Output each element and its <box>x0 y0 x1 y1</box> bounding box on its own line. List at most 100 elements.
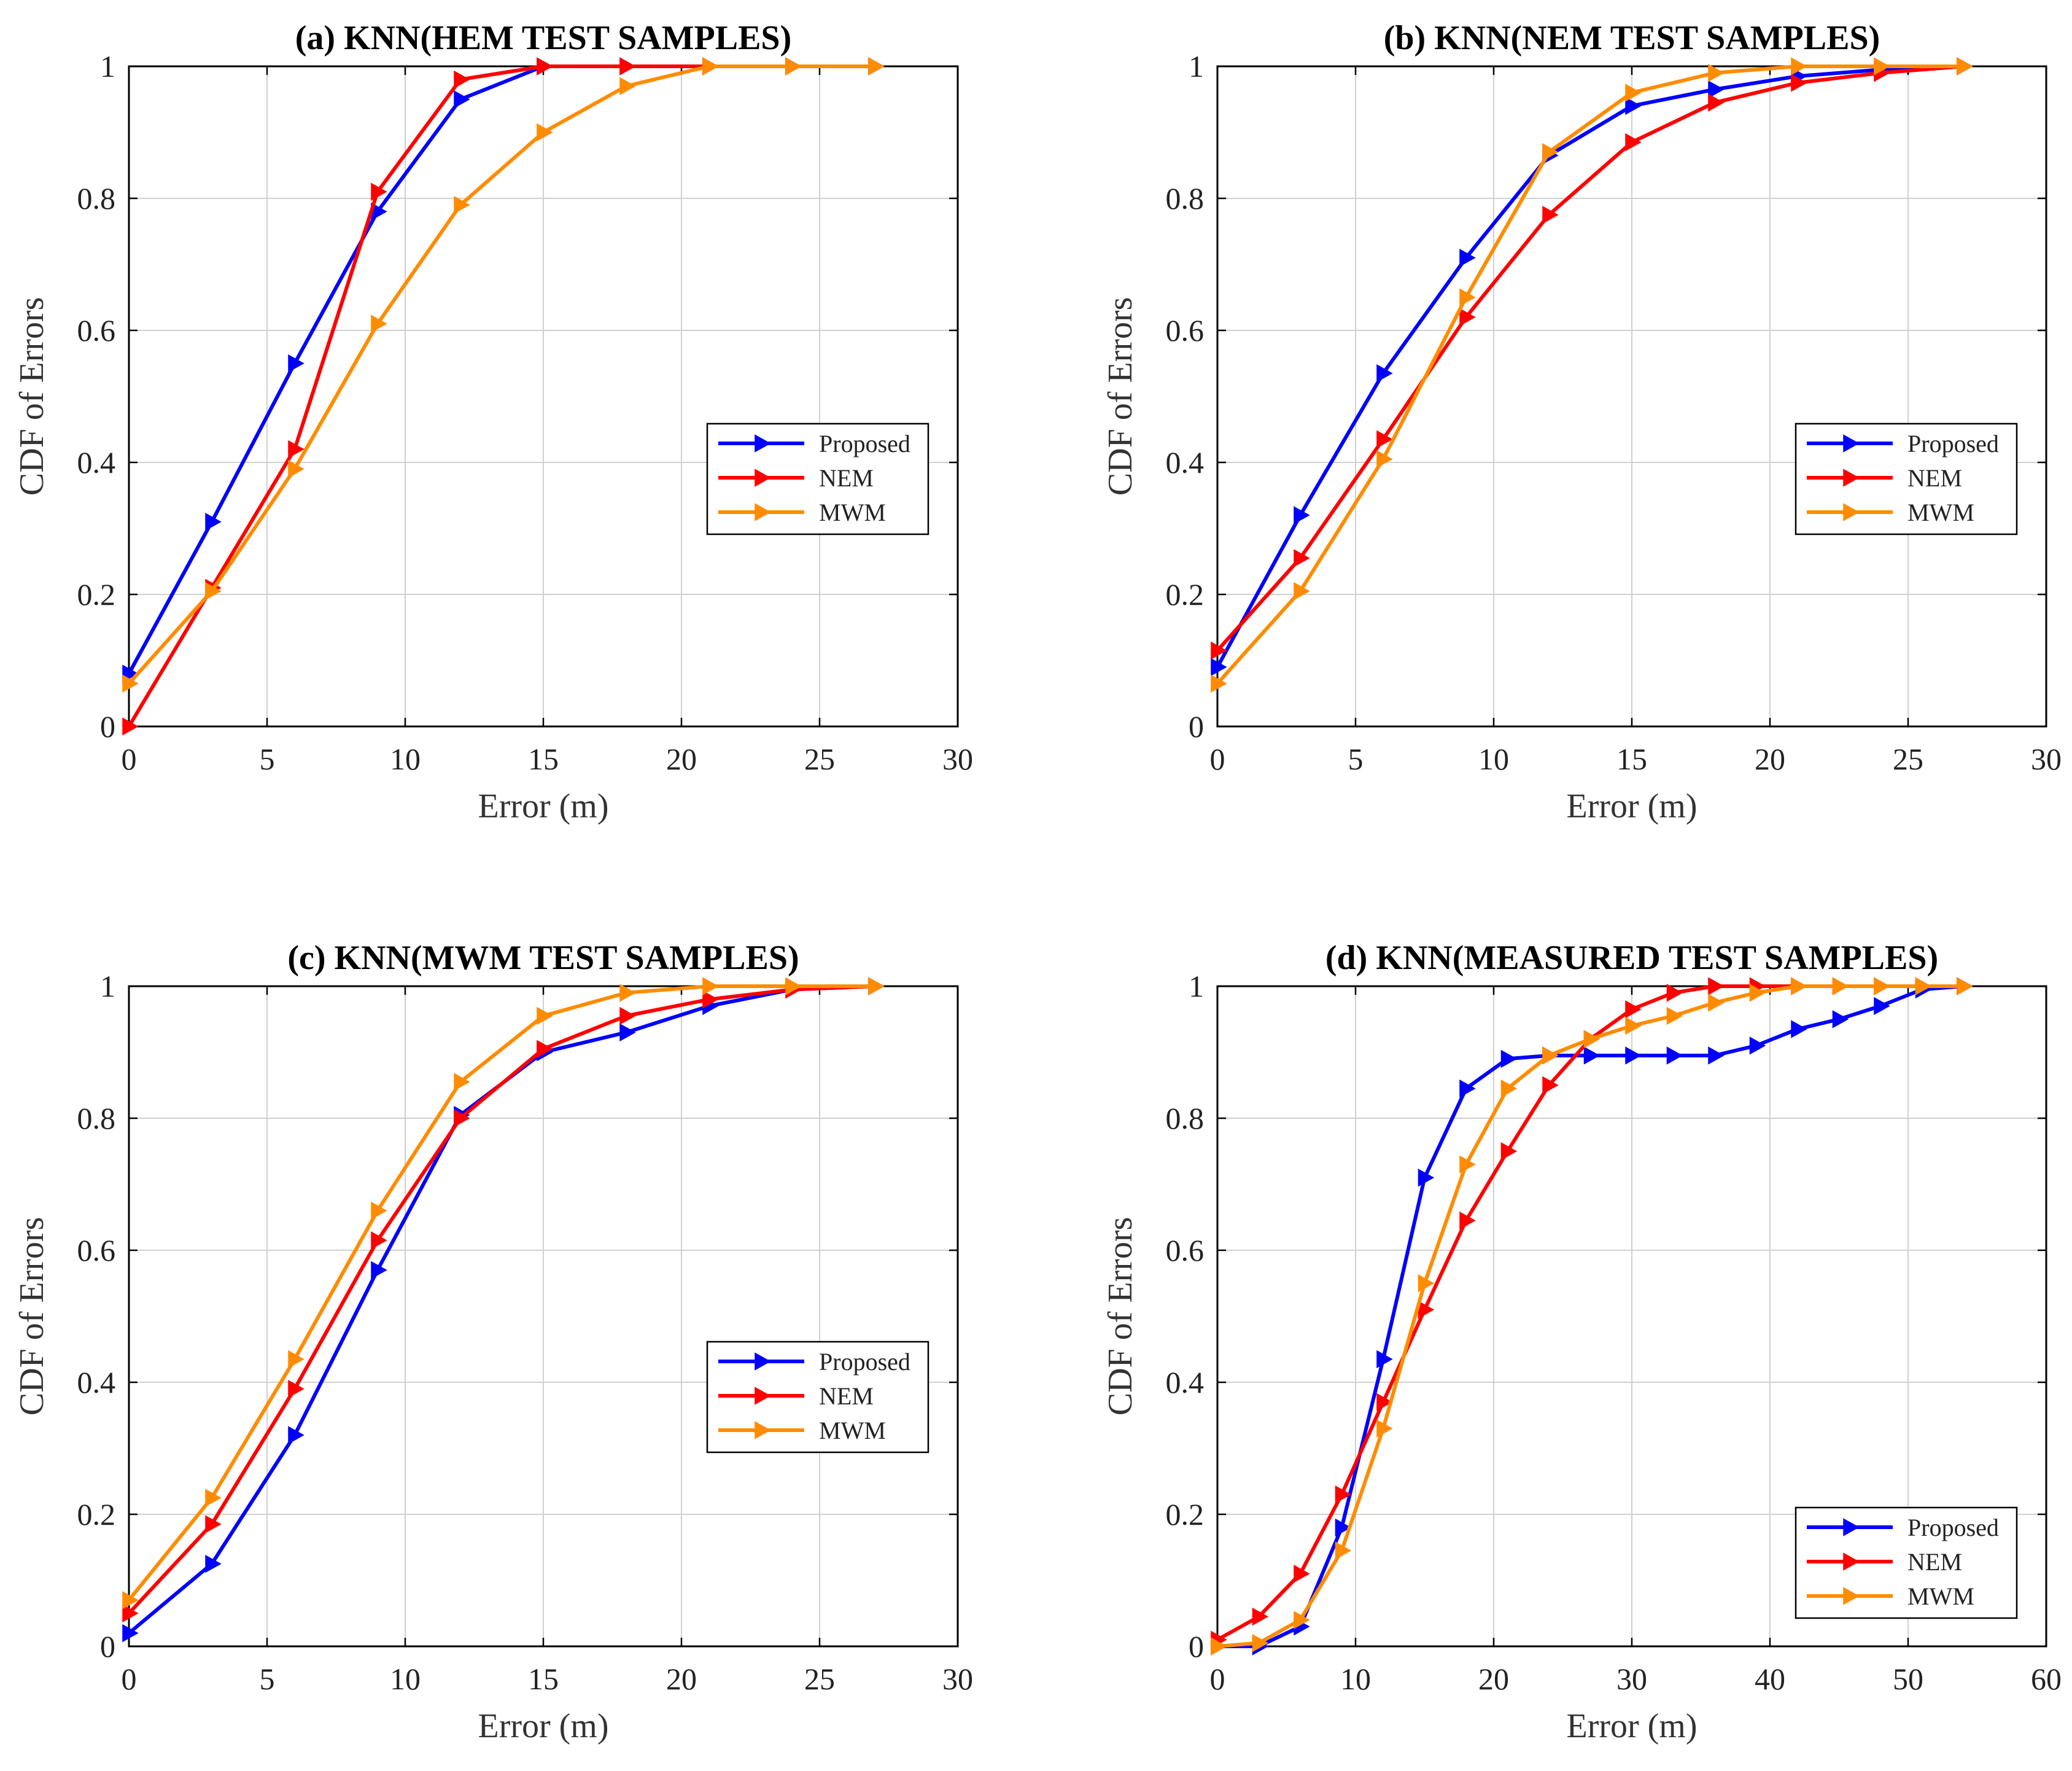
y-tick-label: 0.2 <box>1166 1497 1205 1532</box>
y-axis-label: CDF of Errors <box>1101 297 1139 496</box>
legend-label-mwm: MWM <box>819 1417 886 1444</box>
legend-label-nem: NEM <box>819 464 874 492</box>
data-point-proposed <box>1376 1350 1393 1369</box>
legend: Proposed NEM MWM <box>706 422 929 535</box>
data-point-mwm <box>1294 1611 1310 1629</box>
data-point-mwm <box>1583 1030 1601 1048</box>
data-point-nem <box>454 70 470 89</box>
data-point-proposed <box>1376 364 1393 383</box>
y-tick-label: 0.8 <box>1166 1101 1205 1135</box>
y-tick-label: 0.4 <box>1166 445 1205 480</box>
data-point-mwm <box>1708 994 1725 1012</box>
series-line-mwm <box>1216 64 1963 685</box>
legend-marker-proposed <box>1843 1518 1860 1536</box>
legend-marker-mwm <box>1843 503 1860 521</box>
data-point-nem <box>371 182 387 201</box>
data-point-mwm <box>619 77 636 95</box>
grid <box>1217 66 2046 726</box>
y-tick-label: 0.6 <box>77 1233 116 1267</box>
x-tick-label: 5 <box>260 1662 275 1696</box>
data-point-nem <box>537 57 553 76</box>
data-point-mwm <box>1625 84 1642 102</box>
x-axis-label: Error (m) <box>478 1707 608 1745</box>
data-point-proposed <box>1418 1169 1435 1187</box>
x-axis-label: Error (m) <box>1566 1707 1697 1745</box>
x-tick-label: 50 <box>1893 1662 1923 1696</box>
y-tick-label: 0.4 <box>1166 1365 1205 1399</box>
data-point-mwm <box>1791 977 1807 995</box>
chart-panel-b: 0 5 10 15 20 25 30 0 0.2 0.4 0.6 0.8 1 (b) KNN(NEM TE… <box>1101 19 2062 825</box>
x-tick-label: 0 <box>1210 1662 1225 1696</box>
legend-label-mwm: MWM <box>1907 499 1974 526</box>
data-point-nem <box>1252 1607 1269 1626</box>
x-tick-label: 30 <box>2031 742 2062 776</box>
y-tick-label: 0.8 <box>1166 181 1205 216</box>
data-point-mwm <box>1708 64 1725 82</box>
data-point-proposed <box>1211 658 1227 676</box>
data-point-nem <box>205 1515 222 1533</box>
data-point-mwm <box>1666 1006 1683 1026</box>
data-point-proposed <box>288 354 305 373</box>
legend-label-nem: NEM <box>819 1382 874 1410</box>
legend: Proposed NEM MWM <box>1795 422 2018 535</box>
y-tick-label: 0 <box>1189 709 1204 744</box>
y-tick-label: 0.4 <box>77 1365 116 1399</box>
data-point-mwm <box>1335 1541 1352 1560</box>
legend-label-mwm: MWM <box>819 499 886 526</box>
y-tick-label: 1 <box>1189 49 1204 84</box>
x-tick-label: 5 <box>260 742 275 776</box>
data-point-mwm <box>454 1073 470 1091</box>
chart-panel-d: 0 10 20 30 40 50 60 0 0.2 0.4 0.6 0.8 1 (d) KNN(MEASU… <box>1101 939 2062 1745</box>
x-tick-label: 25 <box>804 1662 835 1696</box>
series-line-proposed <box>1216 64 1964 668</box>
data-point-mwm <box>1625 1016 1642 1035</box>
data-point-nem <box>122 1604 139 1622</box>
data-point-mwm <box>1542 1046 1559 1065</box>
data-point-mwm <box>1418 1274 1435 1293</box>
legend-label-proposed: Proposed <box>819 430 910 457</box>
data-point-mwm <box>1459 288 1476 306</box>
series-line-nem <box>127 984 875 1615</box>
legend-label-nem: NEM <box>1907 1548 1962 1576</box>
data-point-proposed <box>1625 96 1642 115</box>
data-point-mwm <box>537 1006 553 1026</box>
legend-marker-nem <box>755 469 771 487</box>
data-point-proposed <box>1791 1020 1807 1038</box>
x-tick-label: 15 <box>528 1662 559 1696</box>
x-tick-label: 60 <box>2031 1662 2062 1696</box>
data-point-proposed <box>1459 1079 1476 1098</box>
y-tick-label: 0.4 <box>77 445 116 480</box>
data-point-mwm <box>1749 984 1766 1002</box>
data-point-nem <box>537 1040 553 1058</box>
data-point-nem <box>1376 430 1393 449</box>
chart-title: (c) KNN(MWM TEST SAMPLES) <box>287 939 799 977</box>
data-point-nem <box>1459 1211 1476 1230</box>
data-point-mwm <box>1211 674 1227 693</box>
data-point-mwm <box>1459 1155 1476 1174</box>
y-axis-label: CDF of Errors <box>13 1217 51 1416</box>
chart-title: (a) KNN(HEM TEST SAMPLES) <box>295 19 791 57</box>
x-tick-label: 10 <box>1340 1662 1371 1696</box>
data-point-proposed <box>205 513 222 531</box>
legend-label-proposed: Proposed <box>819 1348 910 1376</box>
data-point-mwm <box>1211 1637 1227 1656</box>
data-point-mwm <box>1500 1079 1518 1098</box>
data-point-proposed <box>288 1426 305 1444</box>
data-point-proposed <box>371 1261 387 1279</box>
chart-title: (d) KNN(MEASURED TEST SAMPLES) <box>1325 939 1938 977</box>
x-tick-label: 5 <box>1348 742 1364 776</box>
x-axis-label: Error (m) <box>478 787 608 825</box>
data-point-nem <box>288 1380 305 1398</box>
data-point-nem <box>1211 641 1227 660</box>
legend-label-mwm: MWM <box>1907 1582 1974 1610</box>
data-point-mwm <box>702 977 719 995</box>
x-tick-label: 40 <box>1755 1662 1785 1696</box>
data-point-mwm <box>537 123 553 142</box>
y-tick-label: 0.2 <box>77 1497 116 1532</box>
series-line-mwm <box>127 984 875 1602</box>
data-point-nem <box>1294 549 1310 567</box>
data-point-mwm <box>868 977 885 995</box>
data-point-mwm <box>1957 57 1973 76</box>
data-point-nem <box>1376 1393 1393 1411</box>
